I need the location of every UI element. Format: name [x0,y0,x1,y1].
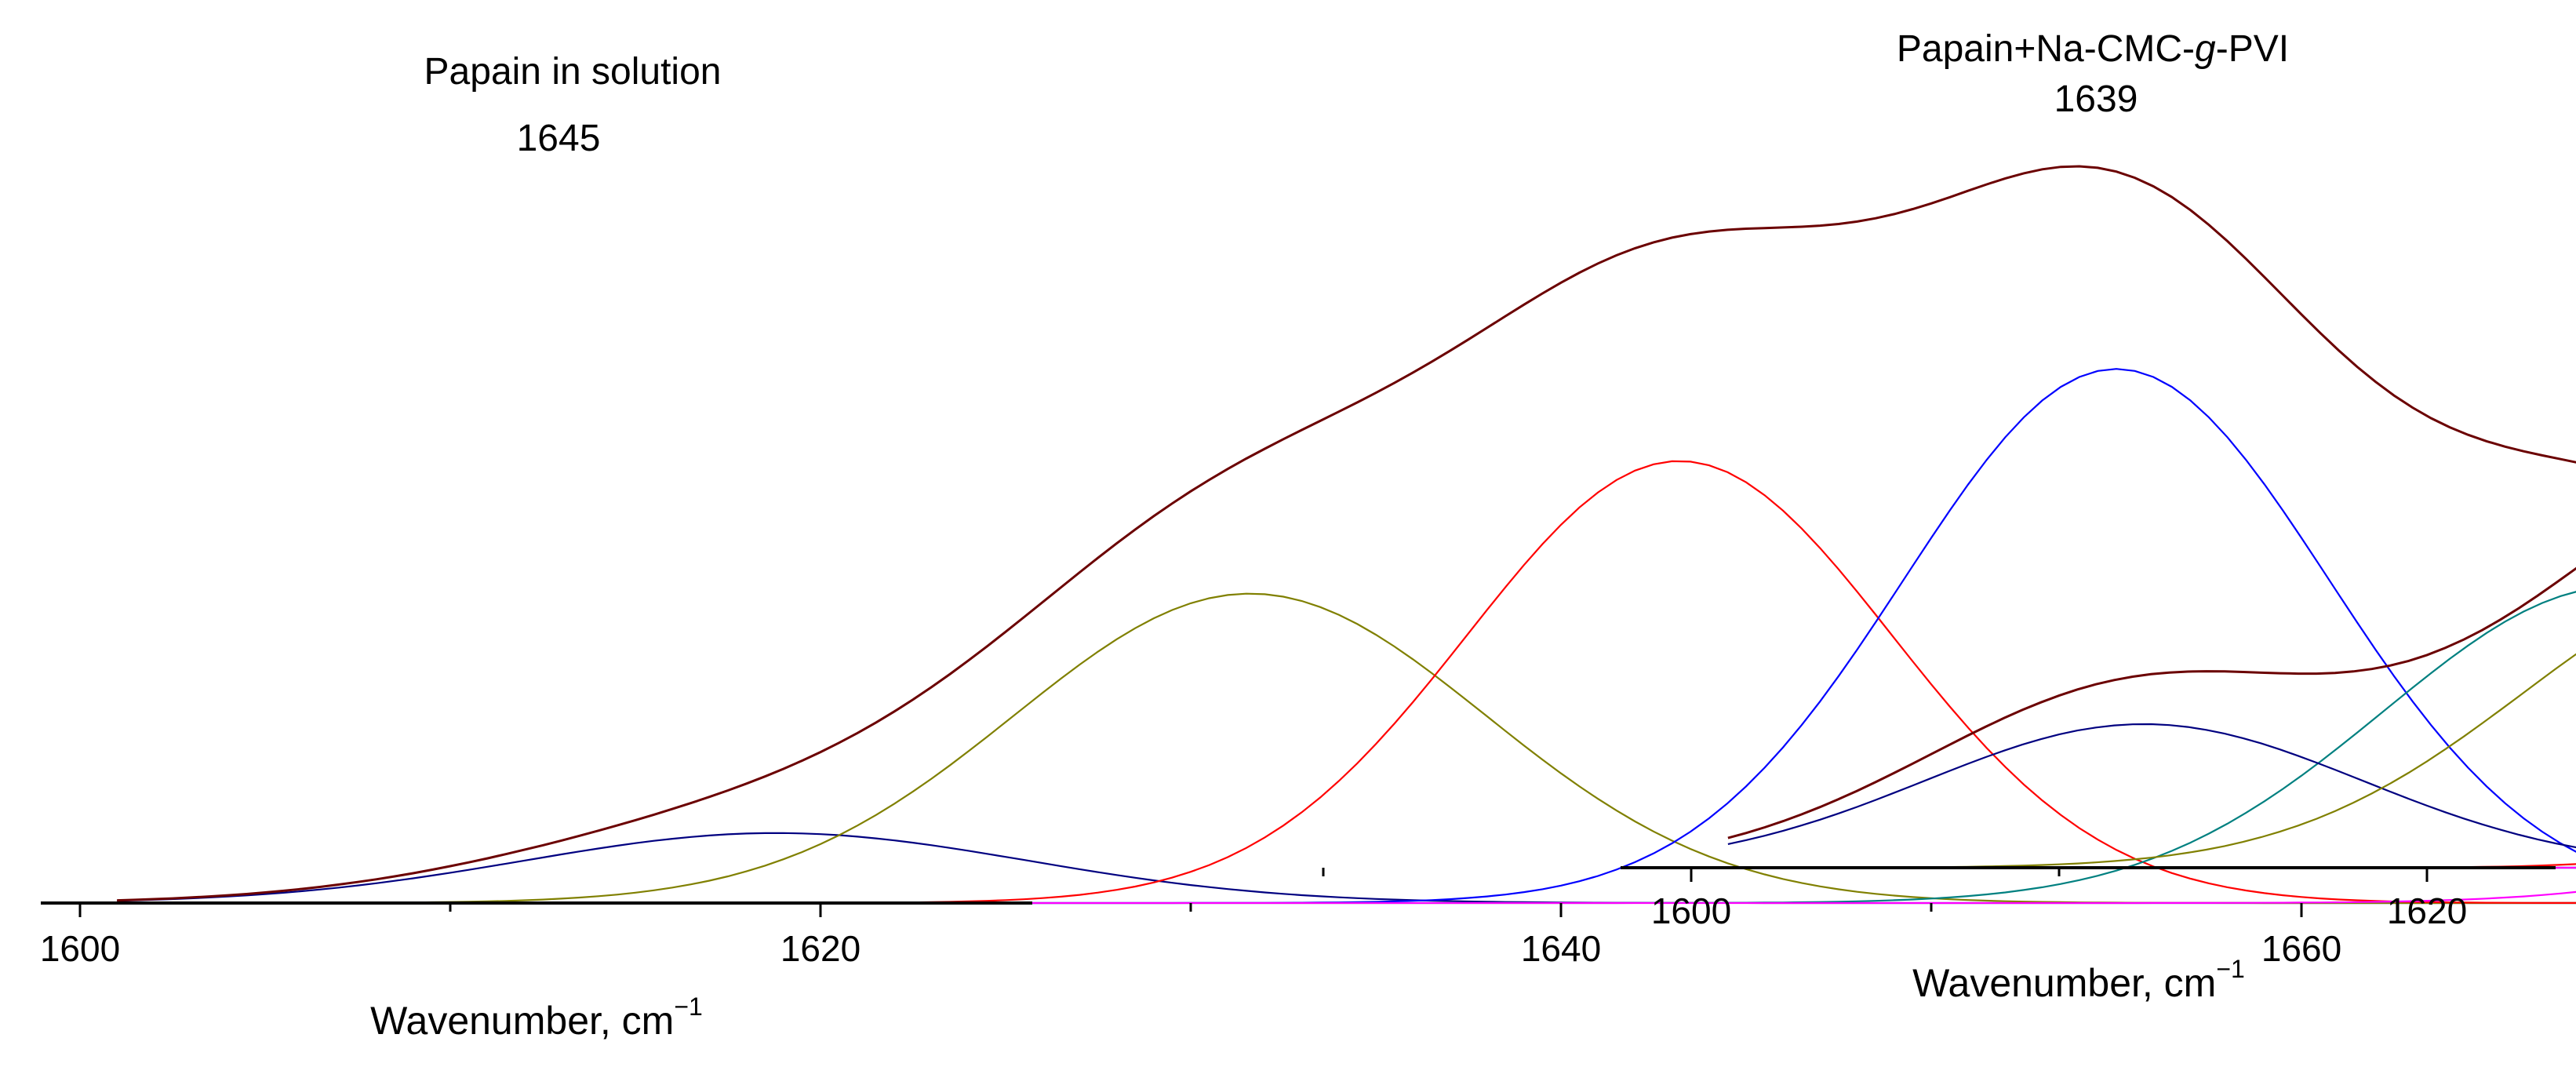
chart-title: Papain in solution [424,51,722,93]
chart-papain-in-solution: Papain in solution 1645 1600 1620 1640 1660… [40,51,2576,1043]
chart-title: Papain+Na-CMC-g-PVI [1897,28,2289,70]
plot-area [117,165,2576,905]
component-band-4 [117,368,2576,905]
x-axis-label: Wavenumber, cm−1 [1912,955,2245,1005]
component-band-2 [117,592,2576,905]
peak-label: 1639 [2054,78,2138,120]
component-band-1 [1727,723,2576,849]
x-tick-label: 1620 [2387,890,2467,931]
x-axis-ticks: 160016201640166016801700 [1322,868,2467,931]
envelope-curve [1727,566,2576,839]
x-tick-label: 1660 [2261,928,2341,969]
x-axis-ticks: 160016201640166016801700 [40,903,2341,969]
component-band-3 [117,460,2576,905]
envelope-curve [117,165,2576,902]
x-tick-label: 1600 [40,928,120,969]
component-band-5 [117,591,2576,905]
component-band-6 [117,890,2576,905]
x-axis-label: Wavenumber, cm−1 [370,992,703,1043]
plot-area [1727,566,2576,869]
component-band-2 [1727,653,2576,869]
x-tick-label: 1620 [780,928,860,969]
component-band-5 [1727,866,2576,869]
x-tick-label: 1600 [1651,890,1731,931]
chart-papain-na-cmc-g-pvi: Papain+Na-CMC-g-PVI 1639 1600 1620 1640 166… [1322,28,2576,1005]
x-tick-label: 1640 [1521,928,1601,969]
peak-label: 1645 [517,118,601,159]
